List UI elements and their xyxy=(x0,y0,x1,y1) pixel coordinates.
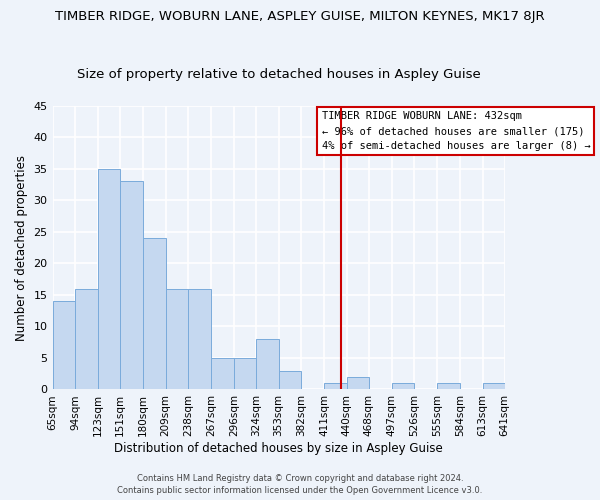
Bar xyxy=(482,383,505,390)
Bar xyxy=(392,383,415,390)
X-axis label: Distribution of detached houses by size in Aspley Guise: Distribution of detached houses by size … xyxy=(114,442,443,455)
Bar xyxy=(278,370,301,390)
Bar xyxy=(98,169,120,390)
Bar xyxy=(437,383,460,390)
Bar xyxy=(143,238,166,390)
Bar xyxy=(120,182,143,390)
Bar xyxy=(211,358,234,390)
Bar xyxy=(234,358,256,390)
Text: TIMBER RIDGE WOBURN LANE: 432sqm
← 96% of detached houses are smaller (175)
4% o: TIMBER RIDGE WOBURN LANE: 432sqm ← 96% o… xyxy=(322,112,590,151)
Bar xyxy=(188,288,211,390)
Text: Contains HM Land Registry data © Crown copyright and database right 2024.
Contai: Contains HM Land Registry data © Crown c… xyxy=(118,474,482,495)
Bar xyxy=(256,339,278,390)
Bar xyxy=(53,301,76,390)
Y-axis label: Number of detached properties: Number of detached properties xyxy=(15,154,28,340)
Bar xyxy=(76,288,98,390)
Bar xyxy=(347,377,369,390)
Bar xyxy=(166,288,188,390)
Title: Size of property relative to detached houses in Aspley Guise: Size of property relative to detached ho… xyxy=(77,68,481,81)
Bar xyxy=(324,383,347,390)
Text: TIMBER RIDGE, WOBURN LANE, ASPLEY GUISE, MILTON KEYNES, MK17 8JR: TIMBER RIDGE, WOBURN LANE, ASPLEY GUISE,… xyxy=(55,10,545,23)
